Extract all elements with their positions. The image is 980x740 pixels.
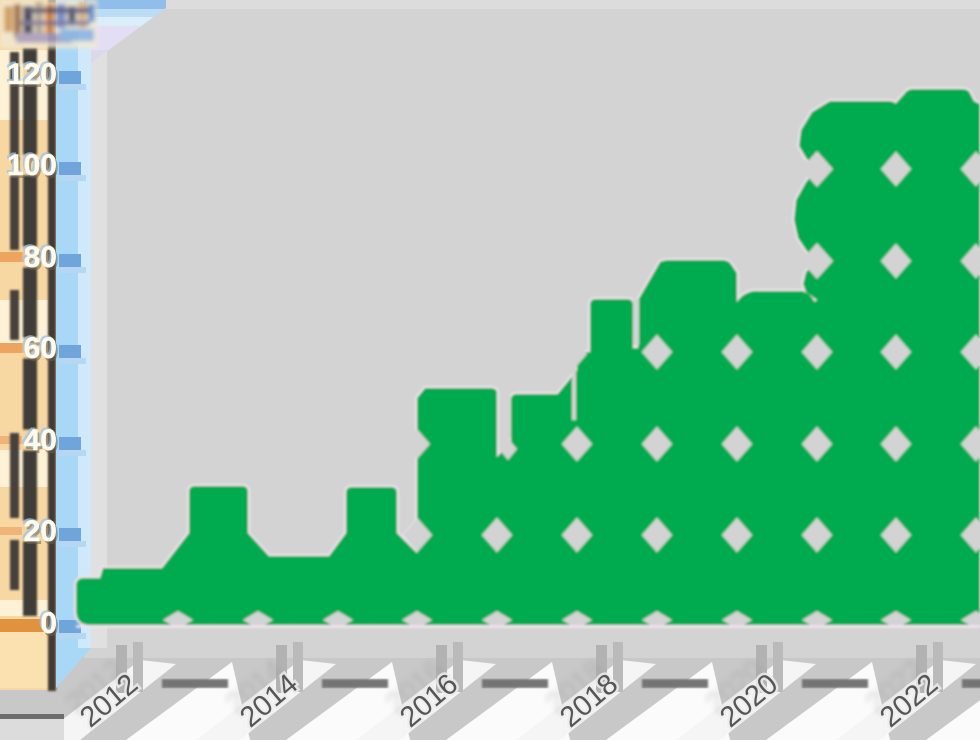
svg-text:80: 80	[26, 244, 59, 277]
svg-text:120: 120	[9, 61, 59, 94]
svg-text:0: 0	[42, 610, 59, 643]
svg-text:120: 120	[7, 58, 57, 91]
svg-text:40: 40	[24, 424, 57, 457]
svg-text:40: 40	[22, 422, 55, 455]
svg-text:20: 20	[26, 518, 59, 551]
svg-text:40: 40	[26, 427, 59, 460]
svg-text:20: 20	[24, 515, 57, 548]
svg-text:80: 80	[24, 241, 57, 274]
svg-text:100: 100	[9, 152, 59, 185]
svg-text:80: 80	[22, 239, 55, 272]
svg-text:120: 120	[5, 56, 55, 89]
svg-text:0: 0	[38, 605, 55, 638]
svg-text:60: 60	[22, 330, 55, 363]
svg-text:100: 100	[7, 149, 57, 182]
svg-text:20: 20	[22, 513, 55, 546]
svg-text:60: 60	[26, 335, 59, 368]
svg-text:60: 60	[24, 332, 57, 365]
svg-text:100: 100	[5, 147, 55, 180]
svg-text:0: 0	[40, 607, 57, 640]
